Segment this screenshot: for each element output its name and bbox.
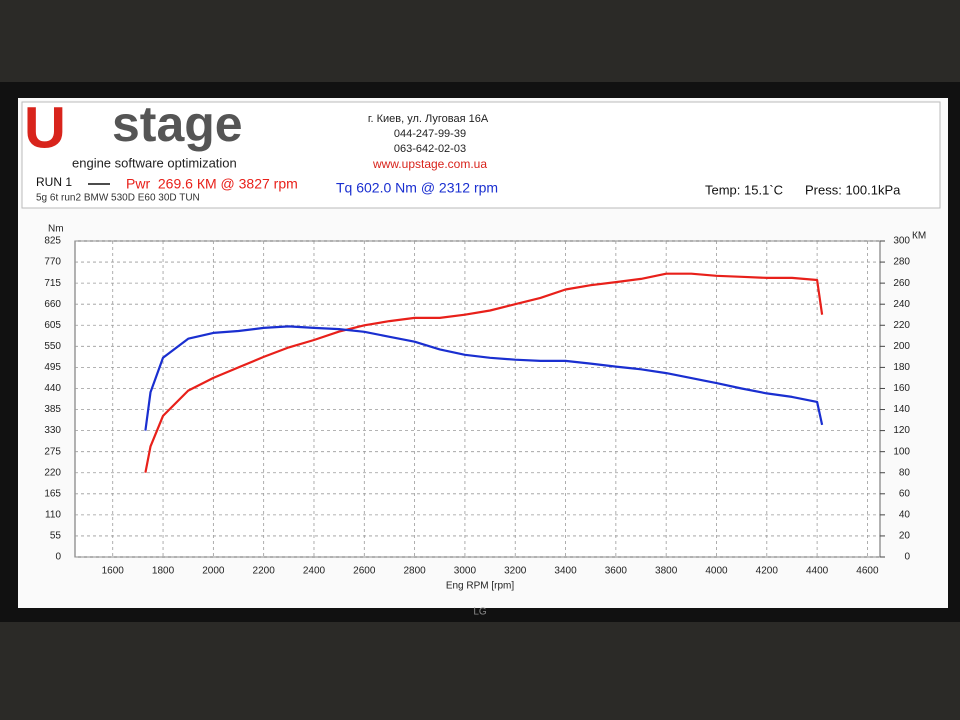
- y2-tick-label: 140: [893, 404, 910, 415]
- y2-tick-label: 60: [899, 488, 911, 499]
- y-tick-label: 330: [44, 425, 61, 436]
- plot-area: [74, 240, 881, 558]
- legend-entry: Pwr 269.6 КМ @ 3827 rpm: [126, 176, 298, 192]
- monitor-brand: LG: [473, 607, 487, 618]
- website: www.upstage.com.ua: [372, 157, 487, 171]
- y-tick-label: 825: [44, 236, 61, 247]
- x-tick-label: 4600: [856, 566, 879, 577]
- y2-tick-label: 200: [893, 341, 910, 352]
- x-tick-label: 2800: [403, 566, 426, 577]
- y2-axis-label: КМ: [912, 231, 926, 242]
- x-tick-label: 3000: [454, 566, 477, 577]
- x-tick-label: 3800: [655, 566, 678, 577]
- address: г. Киев, ул. Луговая 16А: [368, 113, 489, 125]
- y-tick-label: 495: [44, 362, 61, 373]
- y-tick-label: 220: [44, 467, 61, 478]
- y-axis-label: Nm: [48, 224, 64, 235]
- y2-tick-label: 0: [904, 552, 910, 563]
- y-tick-label: 385: [44, 404, 61, 415]
- x-tick-label: 1800: [152, 566, 175, 577]
- y-tick-label: 605: [44, 320, 61, 331]
- y2-tick-label: 280: [893, 257, 910, 268]
- header-box: [21, 101, 941, 209]
- y-tick-label: 660: [44, 299, 61, 310]
- logo-text: stage: [112, 96, 243, 152]
- y2-tick-label: 220: [893, 320, 910, 331]
- series-line: [144, 272, 824, 473]
- y-tick-label: 275: [44, 446, 61, 457]
- logo-mark: U: [24, 95, 66, 160]
- y2-tick-label: 100: [893, 446, 910, 457]
- tagline: engine software optimization: [72, 155, 237, 170]
- phone: 044-247-99-39: [394, 128, 466, 140]
- pressure: Press: 100.1kPa: [805, 182, 901, 197]
- y-tick-label: 550: [44, 341, 61, 352]
- y-tick-label: 55: [50, 531, 62, 542]
- legend-entry: Tq 602.0 Nm @ 2312 rpm: [336, 180, 498, 196]
- y2-tick-label: 120: [893, 425, 910, 436]
- y2-tick-label: 80: [899, 467, 911, 478]
- y-tick-label: 165: [44, 488, 61, 499]
- x-tick-label: 3600: [605, 566, 628, 577]
- x-axis-label: Eng RPM [rpm]: [446, 581, 515, 592]
- x-tick-label: 2200: [253, 566, 276, 577]
- y2-tick-label: 40: [899, 510, 911, 521]
- y-tick-label: 715: [44, 278, 61, 289]
- y-tick-label: 440: [44, 383, 61, 394]
- x-tick-label: 3400: [554, 566, 577, 577]
- y2-tick-label: 20: [899, 531, 911, 542]
- x-tick-label: 4000: [705, 566, 728, 577]
- x-tick-label: 4200: [756, 566, 779, 577]
- y2-tick-label: 240: [893, 299, 910, 310]
- x-tick-label: 1600: [102, 566, 125, 577]
- y2-tick-label: 260: [893, 278, 910, 289]
- x-tick-label: 4400: [806, 566, 829, 577]
- phone: 063-642-02-03: [394, 143, 466, 155]
- y-tick-label: 0: [55, 552, 61, 563]
- x-tick-label: 2600: [353, 566, 376, 577]
- y-tick-label: 770: [44, 257, 61, 268]
- temperature: Temp: 15.1`C: [705, 182, 783, 197]
- y2-tick-label: 180: [893, 362, 910, 373]
- run-label: RUN 1: [36, 175, 72, 189]
- description: 5g 6t run2 BMW 530D E60 30D TUN: [36, 193, 200, 204]
- x-tick-label: 2000: [202, 566, 225, 577]
- y-tick-label: 110: [45, 510, 61, 521]
- y2-tick-label: 300: [893, 236, 910, 247]
- x-tick-label: 3200: [504, 566, 527, 577]
- y2-tick-label: 160: [893, 383, 910, 394]
- series-line: [144, 325, 824, 431]
- x-tick-label: 2400: [303, 566, 326, 577]
